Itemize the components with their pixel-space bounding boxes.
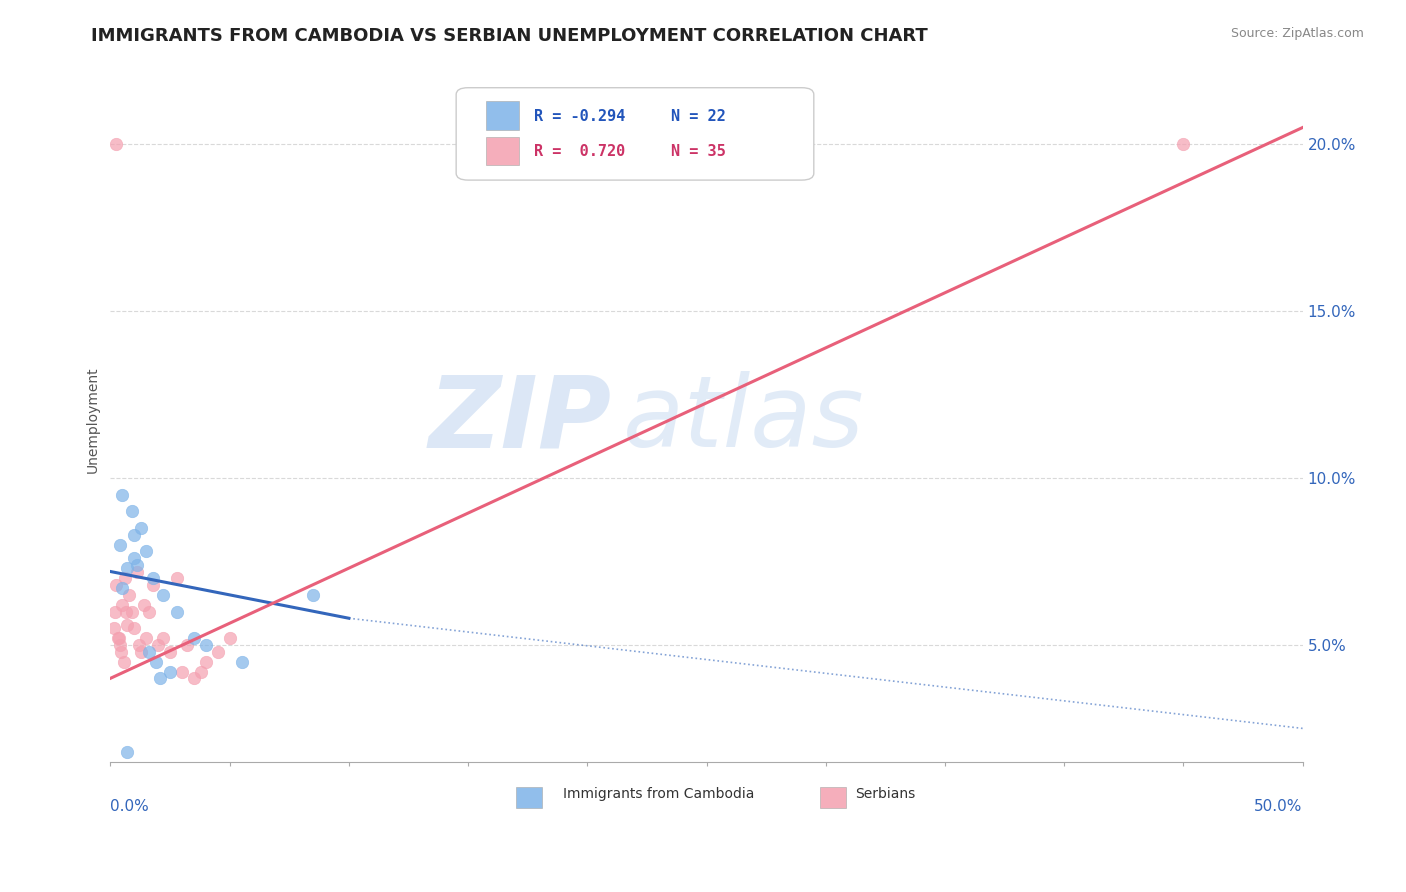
Point	[166, 571, 188, 585]
Point	[194, 655, 217, 669]
Point	[207, 645, 229, 659]
Point	[111, 581, 134, 595]
Point	[105, 137, 128, 152]
Point	[125, 558, 148, 572]
Point	[166, 605, 188, 619]
Point	[159, 645, 181, 659]
Point	[159, 665, 181, 679]
Point	[104, 605, 127, 619]
Point	[125, 565, 148, 579]
Point	[108, 538, 131, 552]
Point	[110, 645, 132, 659]
Text: Source: ZipAtlas.com: Source: ZipAtlas.com	[1230, 27, 1364, 40]
Text: ZIP: ZIP	[429, 371, 612, 468]
Point	[115, 605, 138, 619]
Point	[105, 578, 128, 592]
Point	[194, 638, 217, 652]
Point	[121, 605, 143, 619]
Point	[114, 571, 136, 585]
Point	[142, 578, 165, 592]
Bar	[486, 136, 519, 165]
Point	[121, 504, 143, 518]
Point	[149, 671, 172, 685]
Point	[131, 645, 153, 659]
Point	[145, 655, 167, 669]
Point	[128, 638, 150, 652]
Point	[122, 551, 145, 566]
Text: 0.0%: 0.0%	[111, 799, 149, 814]
Text: Immigrants from Cambodia: Immigrants from Cambodia	[564, 787, 755, 801]
Bar	[820, 787, 846, 807]
Text: atlas: atlas	[623, 371, 865, 468]
Point	[115, 618, 138, 632]
Point	[142, 571, 165, 585]
Point	[131, 521, 153, 535]
Point	[231, 655, 253, 669]
Point	[107, 632, 129, 646]
Text: 50.0%: 50.0%	[1254, 799, 1302, 814]
Point	[103, 621, 125, 635]
Text: IMMIGRANTS FROM CAMBODIA VS SERBIAN UNEMPLOYMENT CORRELATION CHART: IMMIGRANTS FROM CAMBODIA VS SERBIAN UNEM…	[91, 27, 928, 45]
Y-axis label: Unemployment: Unemployment	[86, 367, 100, 473]
Point	[190, 665, 212, 679]
Point	[302, 588, 325, 602]
Point	[111, 598, 134, 612]
Point	[122, 621, 145, 635]
Point	[132, 598, 155, 612]
Point	[183, 671, 205, 685]
Text: Serbians: Serbians	[855, 787, 915, 801]
Text: R = -0.294: R = -0.294	[534, 109, 624, 124]
Point	[115, 561, 138, 575]
Point	[111, 488, 134, 502]
Point	[146, 638, 169, 652]
Point	[122, 528, 145, 542]
Point	[176, 638, 198, 652]
Point	[115, 745, 138, 759]
Point	[152, 632, 174, 646]
Point	[218, 632, 240, 646]
Point	[118, 588, 141, 602]
Bar	[516, 787, 541, 807]
Point	[108, 638, 131, 652]
Text: R =  0.720: R = 0.720	[534, 144, 624, 159]
Point	[138, 645, 160, 659]
Point	[135, 632, 157, 646]
FancyBboxPatch shape	[456, 87, 814, 180]
Point	[1173, 137, 1195, 152]
Point	[138, 605, 160, 619]
Bar	[486, 101, 519, 130]
Point	[135, 544, 157, 558]
Point	[107, 632, 129, 646]
Point	[112, 655, 135, 669]
Text: N = 35: N = 35	[671, 144, 725, 159]
Point	[152, 588, 174, 602]
Point	[170, 665, 193, 679]
Point	[183, 632, 205, 646]
Text: N = 22: N = 22	[671, 109, 725, 124]
